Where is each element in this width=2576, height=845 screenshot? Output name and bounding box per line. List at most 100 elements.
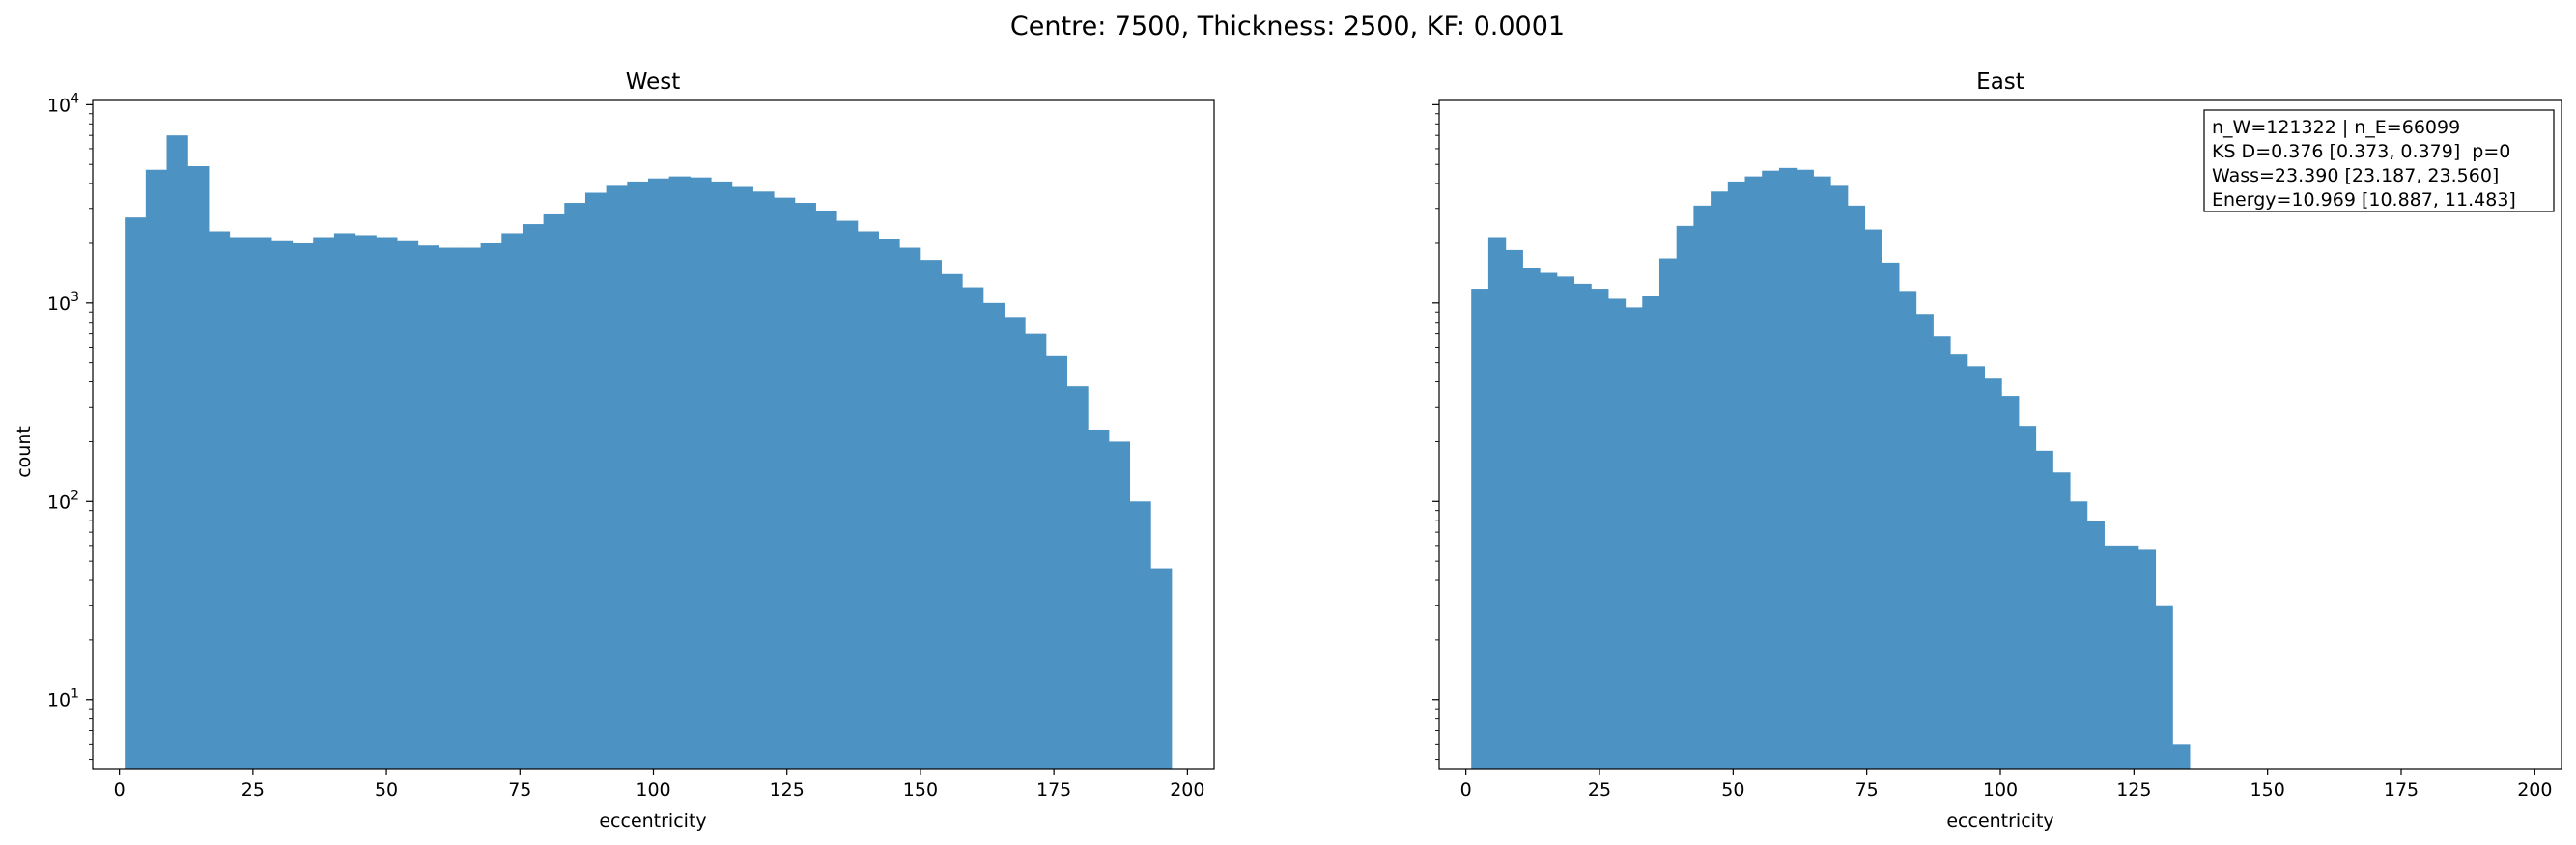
stats-line-counts: n_W=121322 | n_E=66099 [2212, 117, 2460, 138]
west-histogram-bar [836, 220, 859, 769]
west-histogram-bar [354, 235, 377, 769]
east-histogram-bar [2086, 521, 2105, 769]
east-histogram-bar [1967, 366, 1985, 769]
west-y-tick-label: 102 [47, 488, 79, 513]
west-histogram-bar [166, 135, 188, 769]
west-y-tick-label: 103 [47, 290, 79, 315]
west-histogram-bar [1066, 386, 1089, 769]
west-y-axis-label: count [14, 426, 35, 478]
west-histogram-bar [313, 237, 335, 769]
east-y-axis [1432, 103, 1439, 761]
west-histogram-bar [501, 233, 524, 769]
east-histogram-bar [2121, 545, 2139, 769]
east-histogram-bar [1471, 289, 1489, 769]
west-x-tick-label: 25 [241, 779, 265, 801]
west-histogram-bar [774, 197, 796, 769]
west-x-axis-label: eccentricity [599, 810, 706, 831]
east-histogram-bar [1762, 170, 1780, 769]
west-histogram-bar [208, 231, 231, 769]
east-x-tick-label: 175 [2384, 779, 2419, 801]
east-panel-title: East [1976, 70, 2024, 95]
west-histogram-bar [187, 166, 210, 769]
east-histogram-bar [1625, 307, 1643, 769]
east-histogram-bar [2137, 549, 2157, 769]
west-histogram-bar [1025, 333, 1047, 769]
east-histogram-bar [2155, 605, 2173, 769]
west-y-tick-label: 104 [47, 91, 79, 116]
west-histogram-bar [250, 237, 272, 769]
east-histogram-bar [1882, 262, 1900, 769]
west-histogram-bar [145, 169, 168, 770]
east-x-tick-label: 0 [1460, 779, 1472, 801]
east-histogram-bar [1540, 272, 1558, 769]
east-histogram-bar [1744, 176, 1763, 769]
west-x-tick-label: 125 [770, 779, 805, 801]
west-panel-title: West [626, 70, 681, 95]
west-histogram-bar [480, 242, 502, 770]
west-histogram-bar [439, 247, 461, 769]
east-panel: East 0 25 50 75 100 125 150 175 200 eccentricity… [1432, 70, 2562, 831]
west-histogram-bar [690, 177, 712, 769]
west-histogram-bar [584, 192, 608, 769]
west-x-tick-label: 150 [903, 779, 938, 801]
west-histogram-bar [543, 213, 565, 769]
west-histogram-bar [229, 237, 251, 769]
east-x-tick-label: 150 [2250, 779, 2285, 801]
east-histogram-bar [1676, 225, 1694, 770]
east-histogram-bar [1711, 191, 1729, 770]
west-bars [125, 135, 1173, 770]
east-x-tick-label: 125 [2116, 779, 2151, 801]
west-x-tick-label: 50 [375, 779, 398, 801]
figure-title: Centre: 7500, Thickness: 2500, KF: 0.000… [1010, 12, 1565, 42]
east-histogram-bar [1949, 354, 1968, 769]
east-histogram-bar [1727, 181, 1746, 769]
west-histogram-bar [417, 245, 439, 770]
west-histogram-bar [710, 181, 733, 769]
east-histogram-bar [1573, 283, 1592, 769]
stats-line-energy: Energy=10.969 [10.887, 11.483] [2212, 189, 2516, 211]
east-histogram-bar [2052, 472, 2071, 769]
west-histogram-bar [125, 217, 147, 769]
west-histogram-bar [941, 273, 963, 769]
west-histogram-bar [376, 237, 398, 769]
west-histogram-bar [1004, 317, 1026, 769]
west-x-tick-label: 0 [114, 779, 126, 801]
west-histogram-bar [668, 176, 691, 769]
east-x-axis-label: eccentricity [1946, 810, 2053, 831]
west-histogram-bar [1108, 441, 1131, 769]
west-histogram-bar [815, 211, 837, 769]
east-histogram-bar [1556, 276, 1575, 769]
east-histogram-bar [1658, 258, 1678, 769]
west-x-axis: 0 25 50 75 100 125 150 175 200 [114, 769, 1204, 801]
west-histogram-bar [333, 233, 356, 769]
east-histogram-bar [1693, 205, 1712, 770]
stats-line-wasserstein: Wass=23.390 [23.187, 23.560] [2212, 165, 2499, 186]
east-histogram-bar [1864, 229, 1882, 769]
east-histogram-bar [1607, 298, 1627, 769]
west-histogram-bar [857, 231, 879, 769]
west-y-tick-label: 101 [47, 687, 79, 712]
west-histogram-bar [962, 287, 984, 769]
west-histogram-bar [920, 260, 942, 769]
east-histogram-bar [2035, 450, 2053, 769]
east-histogram-bar [1847, 205, 1866, 770]
west-plot-frame [92, 99, 1215, 770]
east-histogram-bar [1505, 249, 1523, 769]
east-histogram-bar [2104, 545, 2122, 769]
west-histogram-bar [292, 242, 314, 770]
east-x-tick-label: 200 [2517, 779, 2552, 801]
west-histogram-bar [270, 240, 294, 769]
west-panel: West 0 25 50 75 100 125 150 175 200 101 102 103 104… [14, 70, 1215, 831]
east-histogram-bar [1898, 291, 1917, 769]
west-x-tick-label: 75 [508, 779, 531, 801]
west-histogram-bar [396, 240, 419, 769]
west-x-tick-label: 175 [1036, 779, 1071, 801]
east-histogram-bar [1778, 167, 1798, 770]
east-x-tick-label: 75 [1855, 779, 1879, 801]
east-histogram-bar [2001, 396, 2020, 769]
west-histogram-bar [522, 224, 545, 769]
west-histogram-bar [606, 185, 628, 769]
west-x-tick-label: 100 [636, 779, 670, 801]
east-histogram-bar [1813, 176, 1831, 769]
